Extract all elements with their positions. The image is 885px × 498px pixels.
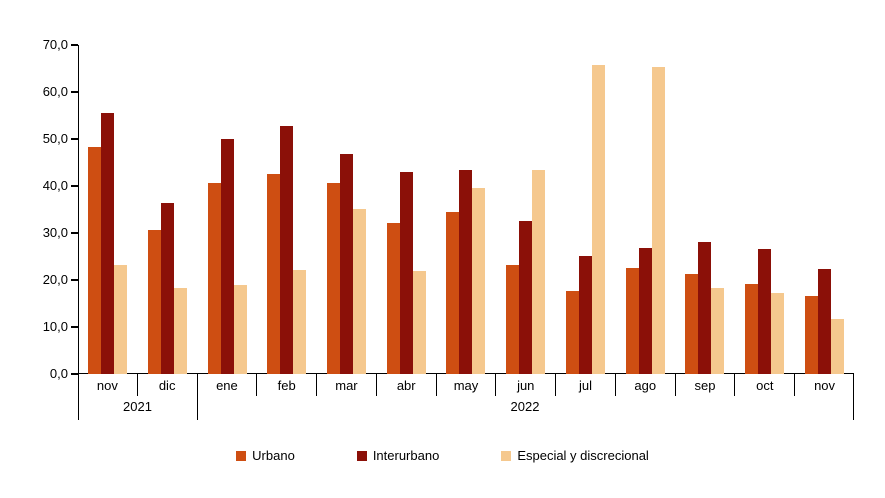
bar-urbano-2-ene (207, 182, 221, 374)
y-tick-mark-2 (71, 138, 78, 140)
legend-label-urbano: Urbano (252, 448, 295, 463)
month-label-9-ago: ago (616, 374, 676, 396)
bar-interurbano-10-sep (698, 242, 712, 374)
bar-interurbano-6-may (459, 170, 473, 374)
bar-urbano-10-sep (685, 273, 699, 374)
month-label-1-dic: dic (138, 374, 198, 396)
bar-especial-y-discrecional-5-abr (412, 271, 426, 374)
y-tick-label-30-0: 30,0 (42, 225, 68, 240)
month-label-0-nov: nov (78, 374, 138, 396)
bar-urbano-7-jun (506, 264, 520, 374)
bar-especial-y-discrecional-6-may (472, 188, 486, 374)
y-tick-label-20-0: 20,0 (42, 272, 68, 287)
year-label-2022: 2022 (510, 399, 540, 414)
interurbano-swatch-icon (356, 450, 367, 461)
month-label-6-may: may (437, 374, 497, 396)
bar-group-2-ene (197, 45, 257, 374)
y-tick-label-10-0: 10,0 (42, 319, 68, 334)
bar-especial-y-discrecional-1-dic (174, 287, 188, 374)
bar-especial-y-discrecional-4-mar (353, 208, 367, 374)
bar-group-3-feb (257, 45, 317, 374)
bar-group-7-jun (496, 45, 556, 374)
bar-urbano-1-dic (148, 230, 162, 374)
legend-label-interurbano: Interurbano (372, 448, 440, 463)
month-axis-band: nov dic ene feb mar abr may jun jul ago sep oct nov (78, 374, 854, 396)
y-tick-label-50-0: 50,0 (42, 131, 68, 146)
bar-especial-y-discrecional-0-nov (114, 264, 128, 374)
bar-especial-y-discrecional-8-jul (591, 65, 605, 374)
bar-group-12-nov (794, 45, 854, 374)
bar-interurbano-5-abr (399, 172, 413, 374)
bar-urbano-5-abr (386, 222, 400, 374)
y-tick-label-70-0: 70,0 (42, 37, 68, 52)
especial-swatch-icon (501, 450, 512, 461)
bar-interurbano-4-mar (340, 153, 354, 374)
month-label-12-nov: nov (814, 378, 836, 393)
bar-group-10-sep (675, 45, 735, 374)
month-label-5-abr: abr (377, 374, 437, 396)
bar-interurbano-2-ene (220, 139, 234, 374)
urbano-swatch-icon (236, 450, 247, 461)
bar-urbano-9-ago (625, 268, 639, 374)
bar-group-1-dic (138, 45, 198, 374)
bar-interurbano-11-oct (757, 249, 771, 374)
bar-interurbano-12-nov (817, 268, 831, 374)
month-label-4-mar: mar (317, 374, 377, 396)
bar-urbano-12-nov (804, 296, 818, 374)
y-tick-label-40-0: 40,0 (42, 178, 68, 193)
bar-interurbano-3-feb (280, 125, 294, 374)
legend-item-urbano: Urbano (236, 448, 295, 463)
month-label-8-jul: jul (556, 374, 616, 396)
bar-urbano-3-feb (267, 173, 281, 374)
bar-urbano-6-may (446, 211, 460, 374)
year-label-2021: 2021 (123, 399, 152, 414)
bar-urbano-8-jul (565, 290, 579, 374)
bar-especial-y-discrecional-12-nov (830, 319, 844, 374)
bar-group-11-oct (735, 45, 795, 374)
legend-label-especial: Especial y discrecional (517, 448, 649, 463)
bar-interurbano-9-ago (638, 248, 652, 374)
plot-cells (78, 45, 854, 374)
month-label-7-jun: jun (496, 374, 557, 396)
y-tick-mark-6 (71, 326, 78, 328)
bar-urbano-4-mar (327, 182, 341, 374)
month-label-11-oct: oct (735, 374, 796, 396)
legend: Urbano Interurbano Especial y discrecion… (0, 448, 885, 463)
month-label-3-feb: feb (257, 374, 318, 396)
bar-especial-y-discrecional-2-ene (233, 284, 247, 374)
bar-especial-y-discrecional-11-oct (770, 293, 784, 374)
bar-interurbano-1-dic (161, 203, 175, 374)
bar-urbano-0-nov (88, 146, 102, 374)
bar-interurbano-7-jun (519, 221, 533, 374)
year-separator-right (853, 374, 854, 420)
bar-especial-y-discrecional-7-jun (532, 170, 546, 374)
bar-group-9-ago (615, 45, 675, 374)
y-tick-label-0-0: 0,0 (49, 366, 68, 381)
bar-group-0-nov (78, 45, 138, 374)
y-tick-mark-7 (71, 373, 78, 375)
y-tick-mark-0 (71, 44, 78, 46)
bar-interurbano-0-nov (101, 112, 115, 374)
bar-group-8-jul (556, 45, 616, 374)
year-separator-left (78, 374, 79, 420)
y-tick-mark-5 (71, 279, 78, 281)
bar-group-6-may (436, 45, 496, 374)
legend-item-especial: Especial y discrecional (501, 448, 649, 463)
bar-especial-y-discrecional-9-ago (651, 66, 665, 374)
y-tick-mark-4 (71, 232, 78, 234)
y-tick-mark-3 (71, 185, 78, 187)
month-label-10-sep: sep (676, 374, 736, 396)
y-tick-label-60-0: 60,0 (42, 84, 68, 99)
bar-interurbano-8-jul (578, 256, 592, 374)
bar-especial-y-discrecional-10-sep (711, 288, 725, 374)
bar-group-5-abr (376, 45, 436, 374)
year-separator-middle (197, 374, 198, 420)
y-tick-mark-1 (71, 91, 78, 93)
legend-item-interurbano: Interurbano (356, 448, 440, 463)
bar-urbano-11-oct (744, 284, 758, 374)
bar-group-4-mar (317, 45, 377, 374)
month-label-2-ene: ene (198, 374, 258, 396)
bar-especial-y-discrecional-3-feb (293, 269, 307, 374)
